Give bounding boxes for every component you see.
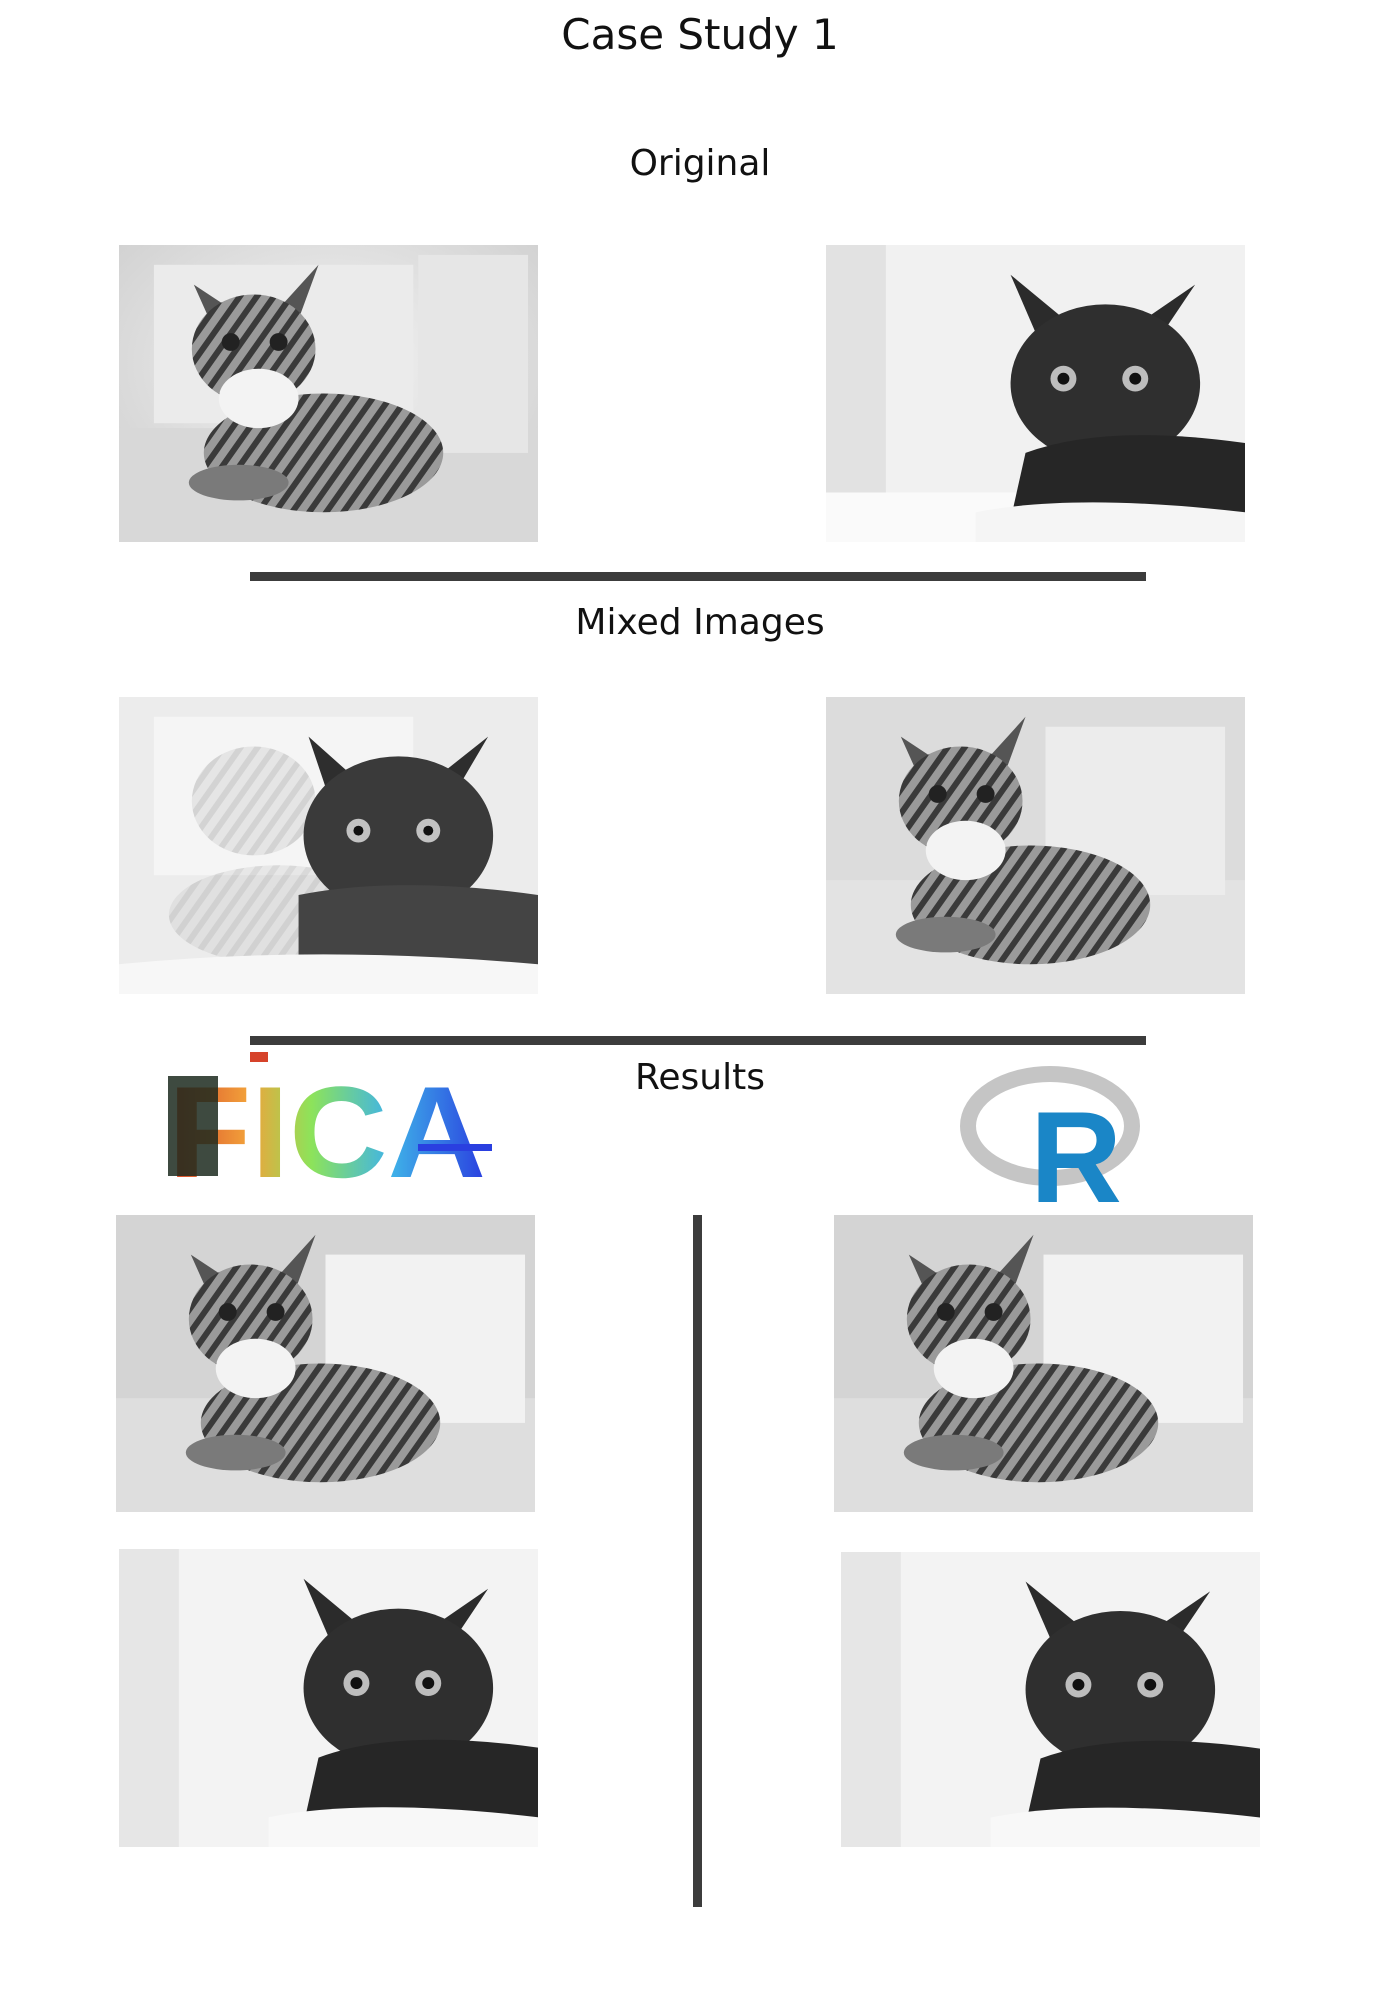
page-title: Case Study 1 — [561, 10, 839, 59]
svg-text:R: R — [1030, 1084, 1122, 1206]
r-result-tabby-image — [834, 1215, 1253, 1512]
section-heading-results: Results — [635, 1057, 765, 1098]
fica-result-tabby-image — [116, 1215, 535, 1512]
mixed-image-2 — [826, 697, 1245, 994]
section-divider — [250, 1036, 1146, 1045]
r-result-black-cat-image — [841, 1552, 1260, 1847]
section-divider — [250, 572, 1146, 581]
fica-result-black-cat-image — [119, 1549, 538, 1847]
results-vertical-divider — [693, 1215, 702, 1907]
original-tabby-cat-image — [119, 245, 538, 542]
section-heading-mixed: Mixed Images — [575, 602, 825, 643]
section-heading-original: Original — [629, 143, 771, 184]
original-black-cat-image — [826, 245, 1245, 542]
svg-text:FICA: FICA — [168, 1059, 486, 1186]
r-logo: R — [960, 1060, 1140, 1230]
fica-logo: FICA — [168, 1052, 492, 1205]
mixed-image-1 — [119, 697, 538, 994]
